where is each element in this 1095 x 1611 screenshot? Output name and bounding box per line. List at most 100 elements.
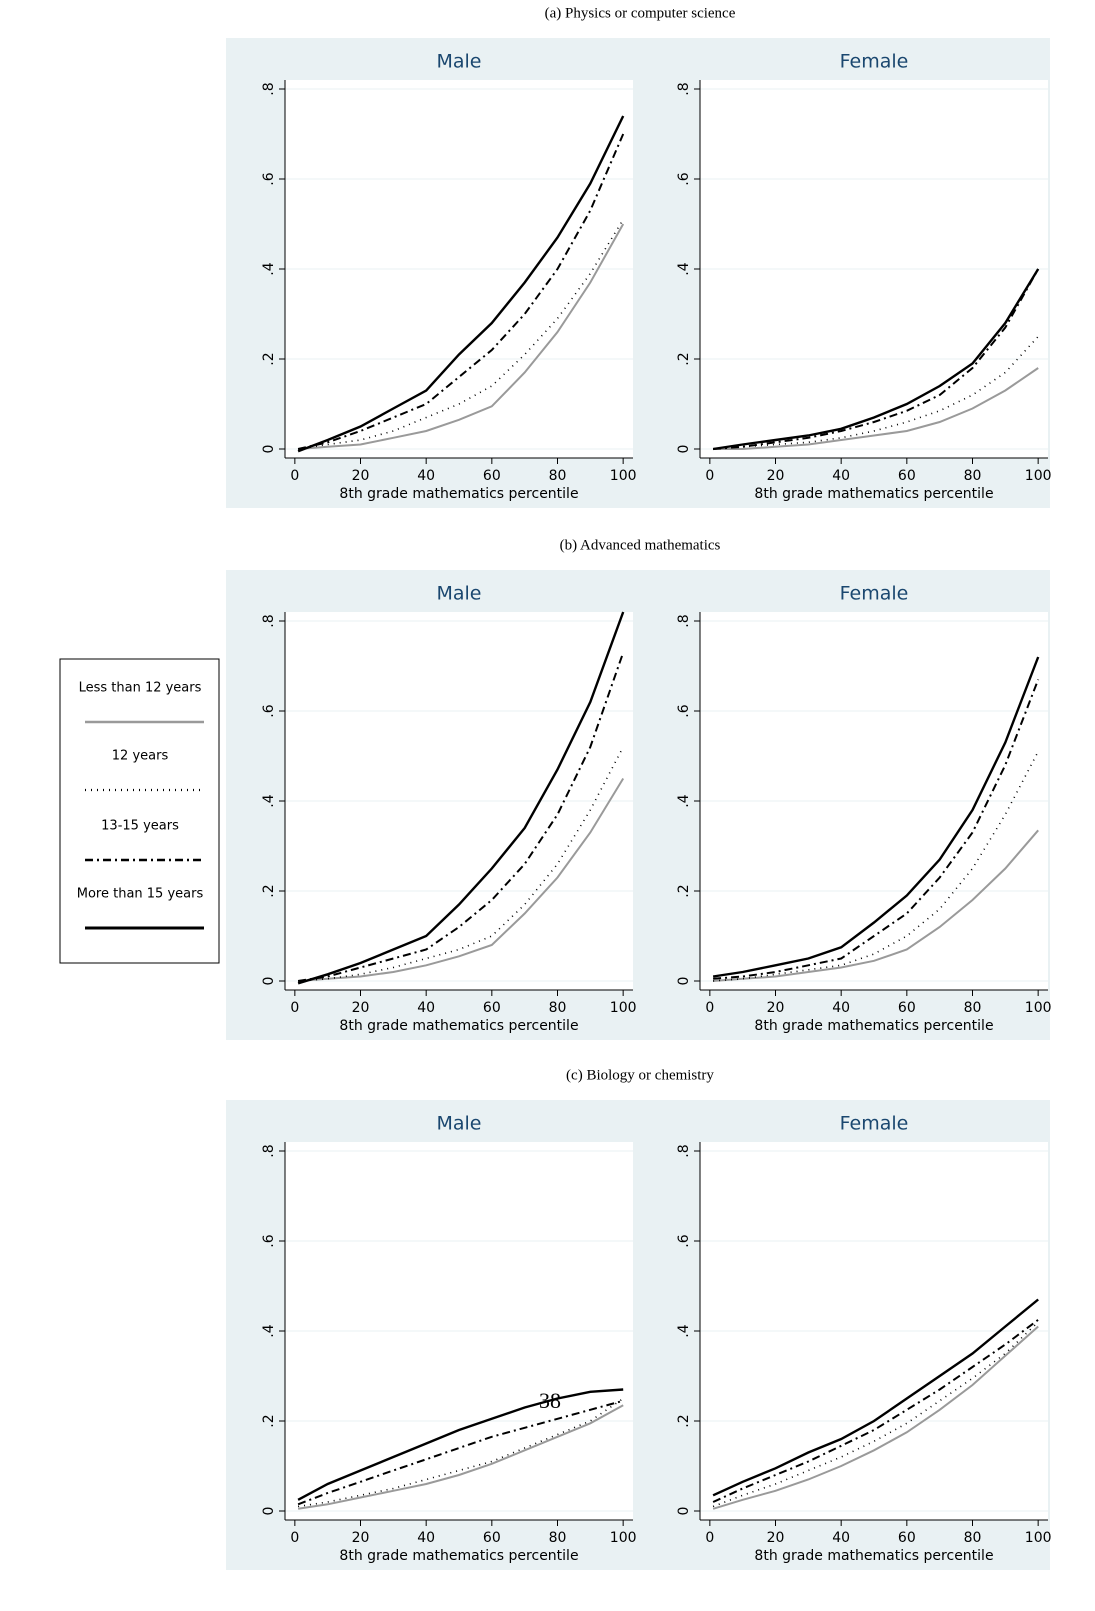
series-line (297, 611, 625, 985)
x-tick-label: 60 (898, 468, 916, 484)
series-line (713, 268, 1040, 450)
x-tick-label: 20 (352, 1000, 370, 1016)
y-tick-label: .6 (261, 1234, 277, 1247)
series-line (297, 1399, 624, 1506)
y-tick-label: .4 (261, 1324, 277, 1337)
series-line (712, 656, 1040, 978)
x-tick-label: 20 (352, 1530, 370, 1546)
y-tick-label: .8 (261, 614, 277, 627)
x-tick-label: 80 (549, 1530, 567, 1546)
x-axis-label: 8th grade mathematics percentile (339, 1018, 578, 1034)
section-title: (a) Physics or computer science (545, 5, 736, 21)
x-tick-label: 0 (290, 468, 299, 484)
y-tick-label: .6 (261, 704, 277, 717)
y-tick-label: .8 (261, 1144, 277, 1157)
x-tick-label: 100 (1025, 1000, 1052, 1016)
panel-title: Male (436, 51, 481, 73)
series-line (713, 367, 1039, 450)
section-title: (b) Advanced mathematics (560, 537, 721, 553)
x-tick-label: 0 (290, 1530, 299, 1546)
x-tick-label: 40 (832, 1000, 850, 1016)
x-tick-label: 0 (290, 1000, 299, 1016)
y-tick-label: .2 (261, 1414, 277, 1427)
x-axis-label: 8th grade mathematics percentile (754, 1018, 993, 1034)
x-tick-label: 40 (832, 1530, 850, 1546)
x-tick-label: 60 (483, 1000, 501, 1016)
panel-title: Female (840, 51, 909, 73)
y-tick-label: 0 (676, 1507, 692, 1516)
series-line (298, 223, 625, 450)
series-line (712, 1325, 1039, 1510)
x-axis-label: 8th grade mathematics percentile (754, 486, 993, 502)
series-line (712, 1319, 1039, 1503)
x-tick-label: 20 (767, 468, 785, 484)
legend-box (59, 658, 220, 964)
y-tick-label: .4 (676, 794, 692, 807)
y-tick-label: .2 (676, 884, 692, 897)
x-axis-label: 8th grade mathematics percentile (754, 1548, 993, 1564)
legend-label: 13-15 years (101, 819, 179, 834)
y-tick-label: .6 (676, 172, 692, 185)
x-axis-label: 8th grade mathematics percentile (339, 486, 578, 502)
x-tick-label: 60 (898, 1530, 916, 1546)
x-tick-label: 80 (964, 1530, 982, 1546)
x-tick-label: 100 (610, 1530, 637, 1546)
x-tick-label: 20 (767, 1000, 785, 1016)
y-tick-label: .2 (261, 884, 277, 897)
x-tick-label: 40 (417, 1000, 435, 1016)
legend-label: More than 15 years (77, 887, 204, 902)
panel-title: Female (840, 583, 909, 605)
y-tick-label: .2 (676, 1414, 692, 1427)
series-line (297, 1388, 624, 1501)
x-tick-label: 60 (483, 468, 501, 484)
x-tick-label: 100 (610, 1000, 637, 1016)
series-line (297, 219, 624, 450)
panel-title: Male (436, 583, 481, 605)
y-tick-label: .8 (676, 82, 692, 95)
legend-label: 12 years (112, 749, 169, 764)
y-tick-label: .6 (676, 1234, 692, 1247)
y-tick-label: .2 (676, 352, 692, 365)
y-tick-label: .6 (261, 172, 277, 185)
x-tick-label: 60 (483, 1530, 501, 1546)
y-tick-label: 0 (261, 977, 277, 986)
x-tick-label: 40 (832, 468, 850, 484)
legend-label: Less than 12 years (79, 681, 202, 696)
y-tick-label: 0 (261, 445, 277, 454)
x-tick-label: 100 (1025, 1530, 1052, 1546)
x-tick-label: 0 (705, 1000, 714, 1016)
y-tick-label: 0 (261, 1507, 277, 1516)
y-tick-label: 0 (676, 977, 692, 986)
y-tick-label: .6 (676, 704, 692, 717)
y-tick-label: 0 (676, 445, 692, 454)
series-line (298, 746, 624, 982)
x-axis-label: 8th grade mathematics percentile (339, 1548, 578, 1564)
y-tick-label: .4 (676, 262, 692, 275)
series-line (298, 777, 625, 982)
x-tick-label: 0 (705, 1530, 714, 1546)
series-line (713, 679, 1040, 980)
series-line (297, 115, 625, 453)
x-tick-label: 80 (549, 468, 567, 484)
series-line (713, 335, 1039, 450)
section-title: (c) Biology or chemistry (566, 1067, 714, 1083)
x-tick-label: 0 (705, 468, 714, 484)
y-tick-label: .8 (676, 614, 692, 627)
x-tick-label: 40 (417, 468, 435, 484)
y-tick-label: .4 (261, 794, 277, 807)
x-tick-label: 60 (898, 1000, 916, 1016)
x-tick-label: 40 (417, 1530, 435, 1546)
x-tick-label: 80 (964, 1000, 982, 1016)
series-line (297, 133, 625, 450)
x-tick-label: 80 (549, 1000, 567, 1016)
x-tick-label: 20 (352, 468, 370, 484)
y-tick-label: .4 (676, 1324, 692, 1337)
y-tick-label: .8 (261, 82, 277, 95)
x-tick-label: 100 (610, 468, 637, 484)
series-line (712, 1321, 1039, 1508)
y-tick-label: .8 (676, 1144, 692, 1157)
series-line (712, 1298, 1039, 1497)
series-line (297, 652, 625, 982)
